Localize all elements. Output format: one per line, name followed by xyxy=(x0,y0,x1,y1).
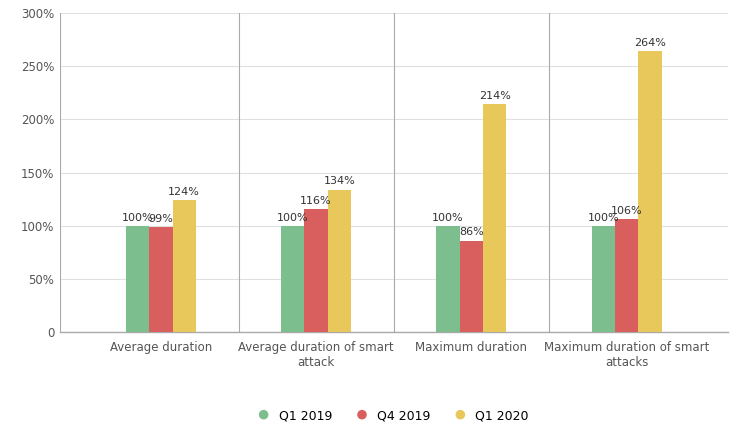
Text: 100%: 100% xyxy=(587,213,620,222)
Bar xyxy=(483,104,506,332)
Bar xyxy=(281,226,304,332)
Bar xyxy=(460,241,483,332)
Text: 86%: 86% xyxy=(459,227,484,238)
Text: 264%: 264% xyxy=(634,38,666,48)
Legend: Q1 2019, Q4 2019, Q1 2020: Q1 2019, Q4 2019, Q1 2020 xyxy=(252,403,536,426)
Bar xyxy=(638,51,662,332)
Text: 116%: 116% xyxy=(300,196,332,206)
Text: 134%: 134% xyxy=(323,176,356,187)
Text: 99%: 99% xyxy=(148,214,173,224)
Text: 100%: 100% xyxy=(277,213,309,222)
Text: 100%: 100% xyxy=(432,213,464,222)
Bar xyxy=(149,227,172,332)
Bar xyxy=(126,226,149,332)
Bar xyxy=(304,209,328,332)
Bar xyxy=(592,226,615,332)
Bar xyxy=(172,200,196,332)
Bar xyxy=(328,190,351,332)
Bar xyxy=(436,226,460,332)
Bar xyxy=(615,219,638,332)
Text: 124%: 124% xyxy=(168,187,200,197)
Text: 214%: 214% xyxy=(478,91,511,101)
Text: 106%: 106% xyxy=(610,206,643,216)
Text: 100%: 100% xyxy=(122,213,154,222)
